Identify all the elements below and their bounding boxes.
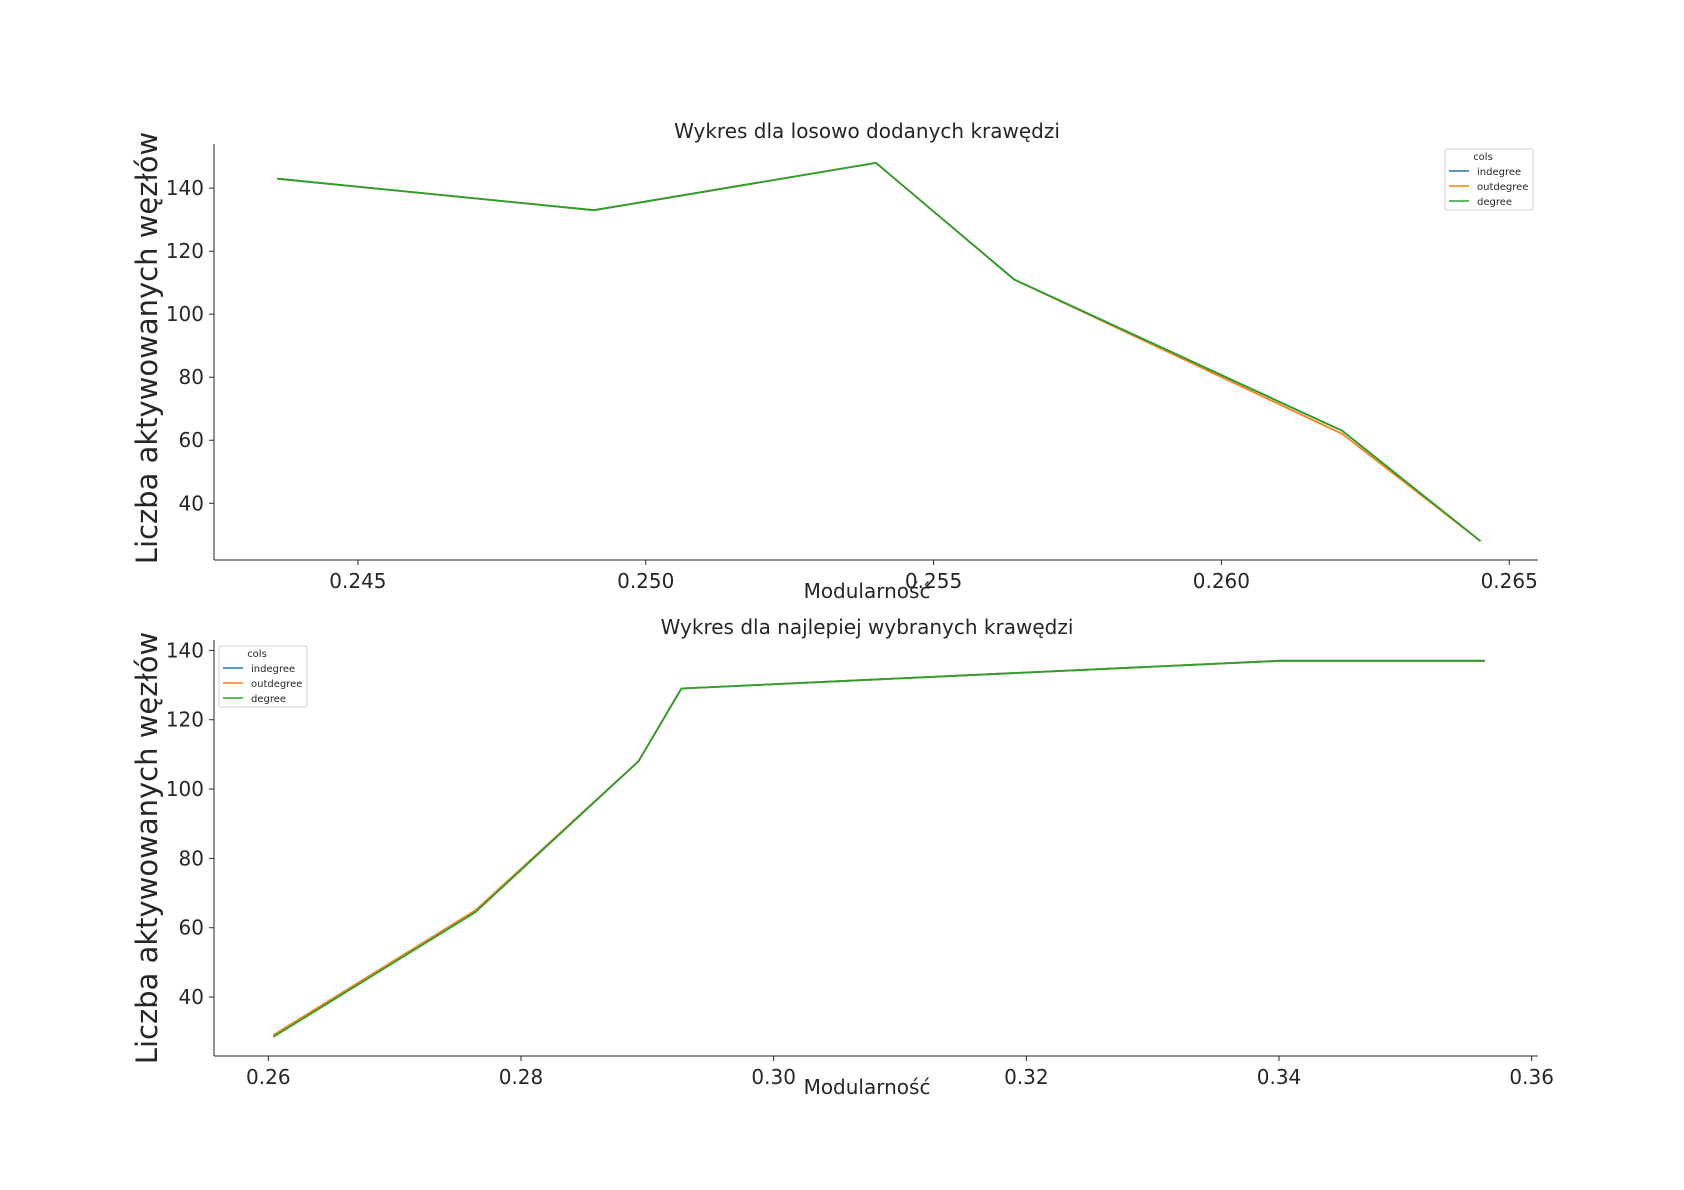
x-axis-label: Modularność	[804, 1075, 931, 1099]
series-line-degree	[277, 161, 1481, 542]
series-line-outdegree	[277, 161, 1481, 542]
legend-label-degree: degree	[251, 694, 286, 705]
legend-label-degree: degree	[1477, 197, 1512, 208]
legend-label-indegree: indegree	[1477, 167, 1521, 178]
legend: cols indegree outdegree degree	[1444, 148, 1534, 211]
y-tick-label: 40	[179, 491, 204, 515]
y-tick-label: 40	[179, 985, 204, 1009]
series-line-indegree	[277, 161, 1481, 542]
axes: 0.26 0.28 0.30 0.32 0.34 0.36 40 60 80 100 120 140	[166, 638, 1554, 1089]
x-tick-label: 0.250	[617, 569, 674, 593]
series-line-indegree	[272, 659, 1485, 1036]
x-tick-label: 0.245	[329, 569, 386, 593]
x-tick-label: 0.260	[1193, 569, 1250, 593]
legend-box	[1444, 148, 1534, 211]
y-tick-label: 100	[166, 302, 204, 326]
series-line-outdegree	[272, 659, 1485, 1036]
y-tick-label: 80	[179, 365, 204, 389]
y-tick-label: 120	[166, 708, 204, 732]
x-tick-label: 0.26	[246, 1065, 291, 1089]
x-tick-label: 0.265	[1481, 569, 1538, 593]
x-tick-label: 0.28	[499, 1065, 544, 1089]
y-tick-label: 60	[179, 428, 204, 452]
axes: 0.245 0.250 0.255 0.260 0.265 40 60 80 100 120 140	[166, 144, 1538, 593]
chart-title: Wykres dla najlepiej wybranych krawędzi	[661, 615, 1074, 639]
chart-best-edges: Wykres dla najlepiej wybranych krawędzi …	[130, 615, 1554, 1099]
chart-title: Wykres dla losowo dodanych krawędzi	[674, 119, 1060, 143]
legend-label-outdegree: outdegree	[1477, 182, 1528, 193]
y-axis-label: Liczba aktywowanych węzłów	[130, 132, 164, 564]
legend: cols indegree outdegree degree	[218, 645, 308, 708]
y-tick-label: 140	[166, 638, 204, 662]
x-tick-label: 0.255	[905, 569, 962, 593]
legend-label-outdegree: outdegree	[251, 679, 302, 690]
y-tick-label: 80	[179, 846, 204, 870]
legend-label-indegree: indegree	[251, 664, 295, 675]
y-axis-label: Liczba aktywowanych węzłów	[130, 632, 164, 1064]
chart-random-edges: Wykres dla losowo dodanych krawędzi Modu…	[130, 119, 1538, 603]
x-axis-label: Modularność	[804, 579, 931, 603]
y-tick-label: 60	[179, 916, 204, 940]
x-tick-label: 0.32	[1004, 1065, 1049, 1089]
y-tick-label: 100	[166, 777, 204, 801]
legend-title: cols	[247, 649, 267, 660]
x-tick-label: 0.36	[1509, 1065, 1554, 1089]
series-lines	[277, 161, 1481, 542]
x-tick-label: 0.34	[1257, 1065, 1302, 1089]
series-line-degree	[272, 659, 1485, 1038]
y-tick-label: 140	[166, 176, 204, 200]
y-tick-label: 120	[166, 239, 204, 263]
legend-title: cols	[1473, 152, 1493, 163]
x-tick-label: 0.30	[751, 1065, 796, 1089]
legend-box	[218, 645, 308, 708]
series-lines	[272, 659, 1485, 1038]
